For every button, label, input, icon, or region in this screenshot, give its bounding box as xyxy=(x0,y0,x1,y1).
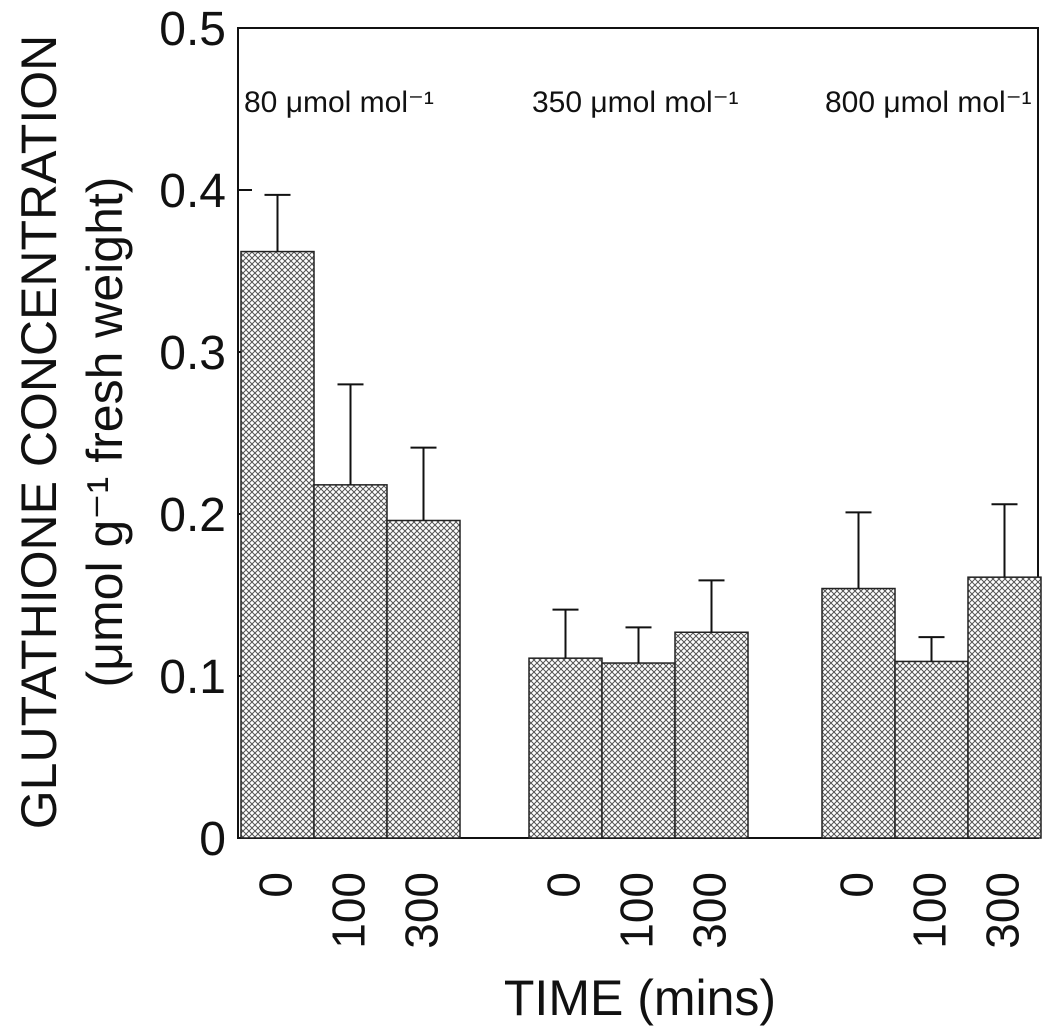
y-tick-label: 0.4 xyxy=(159,165,226,218)
y-tick-label: 0.3 xyxy=(159,327,226,380)
x-tick-label: 300 xyxy=(396,872,448,949)
x-tick-label: 0 xyxy=(831,872,883,898)
y-tick-label: 0.1 xyxy=(159,651,226,704)
y-tick-label: 0.2 xyxy=(159,489,226,542)
x-tick-label: 300 xyxy=(684,872,736,949)
group-label: 800 μmol mol⁻¹ xyxy=(825,86,1032,119)
y-tick-label: 0.5 xyxy=(159,3,226,56)
x-tick-label: 100 xyxy=(611,872,663,949)
group-label: 80 μmol mol⁻¹ xyxy=(244,86,434,119)
y-tick-label: 0 xyxy=(199,813,226,866)
bar xyxy=(601,662,676,839)
x-tick-label: 100 xyxy=(323,872,375,949)
x-tick-label: 0 xyxy=(250,872,302,898)
x-axis-label: TIME (mins) xyxy=(504,970,776,1026)
x-tick-label: 0 xyxy=(538,872,590,898)
bar xyxy=(967,576,1042,839)
bar xyxy=(674,631,749,839)
group-label: 350 μmol mol⁻¹ xyxy=(532,86,739,119)
bar xyxy=(313,484,388,839)
y-axis-label-group: GLUTATHIONE CONCENTRATION (μmol g⁻¹ fres… xyxy=(11,35,133,829)
x-tick-label: 300 xyxy=(977,872,1029,949)
x-tick-label: 100 xyxy=(904,872,956,949)
bar xyxy=(821,587,896,839)
y-axis-label-line2: (μmol g⁻¹ fresh weight) xyxy=(77,177,133,688)
bar xyxy=(894,660,969,839)
bar xyxy=(240,250,315,839)
bar xyxy=(528,657,603,839)
y-axis-label-line1: GLUTATHIONE CONCENTRATION xyxy=(11,35,67,829)
plot-area: 0 0.1 0.2 0.3 0.4 0.5 80 μmol mol⁻¹ 0 100 300 350 … xyxy=(159,3,1042,949)
bar xyxy=(386,519,461,839)
